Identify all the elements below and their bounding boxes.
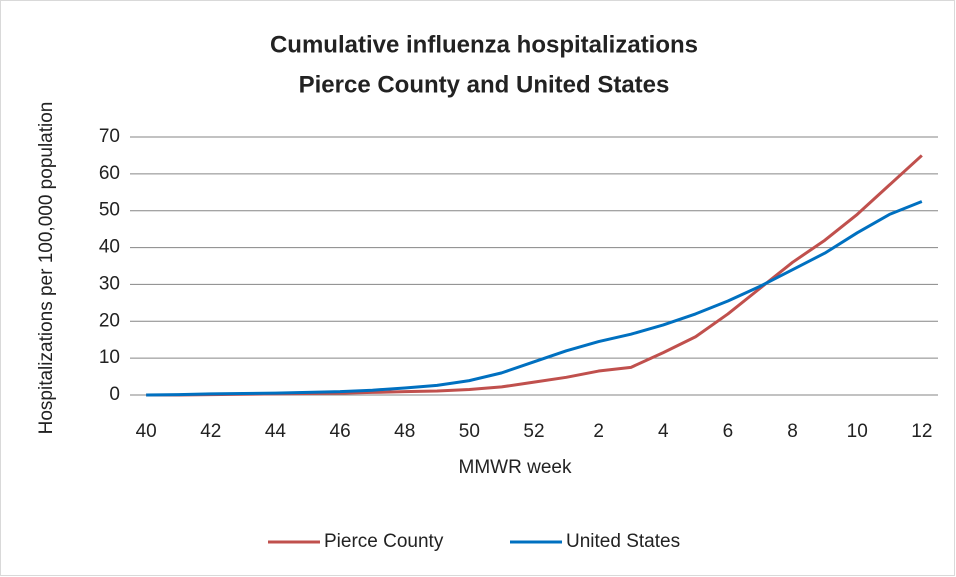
legend-label: United States: [566, 531, 680, 552]
x-tick-label: 4: [658, 421, 669, 442]
series-line: [146, 200, 923, 397]
x-tick-label: 52: [523, 421, 544, 442]
y-tick-label: 0: [109, 384, 120, 405]
x-tick-label: 40: [136, 421, 157, 442]
x-tick-label: 10: [847, 421, 868, 442]
y-tick-label: 70: [99, 126, 120, 147]
y-tick-label: 10: [99, 347, 120, 368]
y-tick-label: 60: [99, 163, 120, 184]
x-tick-label: 2: [593, 421, 604, 442]
y-tick-label: 50: [99, 200, 120, 221]
chart-title: Cumulative influenza hospitalizations: [270, 31, 698, 58]
y-tick-label: 40: [99, 237, 120, 258]
x-tick-label: 8: [787, 421, 798, 442]
x-tick-label: 50: [459, 421, 480, 442]
y-tick-label: 30: [99, 273, 120, 294]
x-tick-label: 46: [330, 421, 351, 442]
x-tick-label: 44: [265, 421, 287, 442]
legend-label: Pierce County: [324, 531, 444, 552]
x-tick-label: 42: [200, 421, 221, 442]
chart-title: Pierce County and United States: [299, 71, 670, 98]
x-axis-title: MMWR week: [459, 457, 572, 478]
x-tick-label: 48: [394, 421, 415, 442]
y-tick-label: 20: [99, 310, 120, 331]
y-axis-title: Hospitalizations per 100,000 population: [36, 102, 57, 435]
x-tick-label: 12: [911, 421, 932, 442]
x-tick-label: 6: [723, 421, 734, 442]
